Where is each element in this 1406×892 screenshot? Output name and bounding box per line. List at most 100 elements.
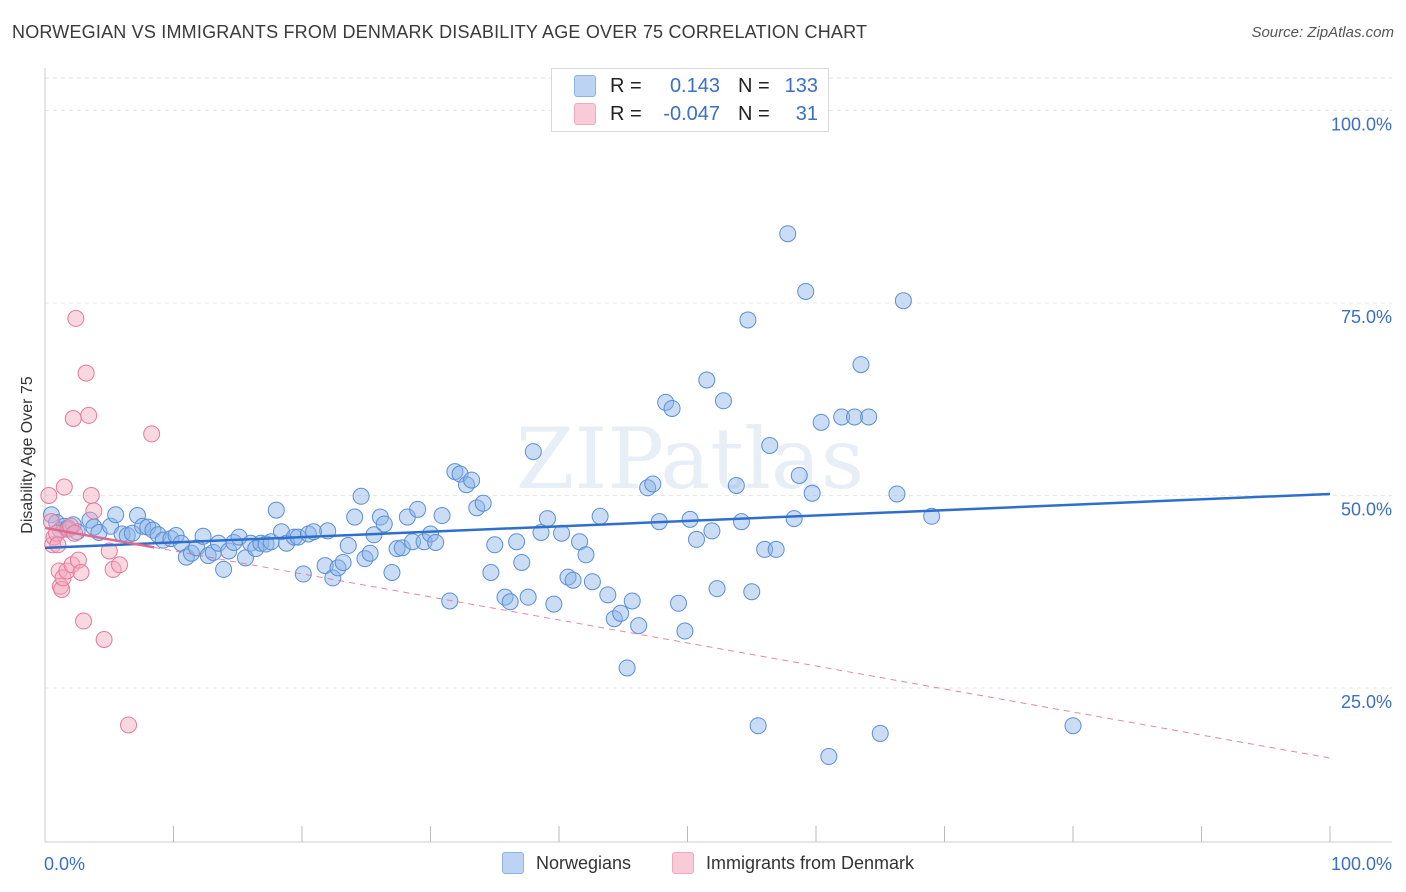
point-denmark (40, 487, 58, 504)
point-norwegians (727, 476, 745, 494)
point-denmark (85, 502, 103, 520)
point-denmark (67, 309, 85, 327)
point-norwegians (247, 540, 265, 558)
point-norwegians (427, 533, 445, 551)
y-tick-label: 75.0% (1341, 307, 1392, 327)
point-norwegians (860, 408, 878, 426)
point-norwegians (519, 588, 537, 606)
y-tick-label: 25.0% (1341, 692, 1392, 712)
chart-source: Source: ZipAtlas.com (1251, 24, 1394, 41)
point-norwegians (501, 593, 519, 611)
point-norwegians (486, 536, 504, 554)
point-norwegians (134, 517, 152, 535)
point-norwegians (618, 659, 636, 677)
point-norwegians (756, 540, 774, 558)
trend-line-norwegians (44, 492, 1331, 550)
point-norwegians (644, 475, 662, 493)
point-denmark (143, 425, 161, 443)
point-norwegians (433, 507, 451, 525)
series-swatch-norwegians (502, 852, 524, 874)
point-denmark (55, 478, 73, 496)
y-tick-label: 50.0% (1341, 500, 1392, 520)
point-norwegians (457, 476, 475, 494)
legend-row-denmark: R = -0.047 N = 31 (574, 101, 818, 127)
point-norwegians (779, 225, 797, 243)
point-norwegians (375, 515, 393, 533)
point-norwegians (833, 408, 851, 426)
series-label-norwegians: Norwegians (536, 852, 632, 873)
chart-title: NORWEGIAN VS IMMIGRANTS FROM DENMARK DIS… (12, 22, 868, 42)
point-norwegians (749, 717, 767, 735)
tick-label-layer: 100.0% 75.0% 50.0% 25.0% 0.0% 100.0% (44, 115, 1392, 875)
point-denmark (111, 556, 129, 574)
point-norwegians (591, 507, 609, 525)
point-norwegians (583, 573, 601, 591)
point-denmark (75, 612, 93, 630)
point-norwegians (513, 553, 531, 571)
point-norwegians (215, 560, 233, 578)
point-norwegians (888, 485, 906, 503)
point-norwegians (538, 510, 556, 528)
point-norwegians (316, 557, 334, 575)
point-norwegians (334, 553, 352, 571)
point-norwegians (545, 595, 563, 613)
point-norwegians (352, 487, 370, 505)
point-norwegians (797, 282, 815, 300)
point-norwegians (923, 507, 941, 525)
legend-row-norwegians: R = 0.143 N = 133 (574, 73, 818, 99)
point-norwegians (463, 471, 481, 489)
trend-layer (44, 492, 1331, 759)
legend-swatch-denmark (574, 103, 596, 125)
point-norwegians (708, 580, 726, 598)
legend-swatch-norwegians (574, 75, 596, 97)
y-tick-label: 100.0% (1331, 115, 1392, 135)
point-norwegians (356, 550, 374, 568)
legend-r-value: 0.143 (669, 74, 720, 97)
point-norwegians (361, 544, 379, 562)
point-norwegians (474, 494, 492, 512)
watermark: ZIPatlas (516, 410, 864, 508)
point-denmark (77, 364, 95, 382)
legend-n-label: N = (738, 74, 770, 97)
point-norwegians (409, 500, 427, 518)
point-denmark (72, 564, 90, 581)
point-denmark (80, 406, 98, 424)
point-norwegians (785, 510, 803, 528)
legend-n-value: 133 (784, 74, 818, 97)
point-norwegians (564, 571, 582, 589)
point-norwegians (630, 617, 648, 635)
point-norwegians (496, 588, 514, 606)
point-norwegians (182, 544, 200, 562)
point-norwegians (339, 537, 357, 555)
point-norwegians (404, 533, 422, 551)
point-norwegians (767, 540, 785, 558)
point-norwegians (790, 466, 808, 484)
point-norwegians (698, 371, 716, 389)
trend-line-denmark-solid (44, 526, 155, 549)
point-norwegians (623, 592, 641, 610)
axes-layer (44, 68, 1392, 843)
point-norwegians (220, 542, 238, 560)
point-norwegians (676, 622, 694, 640)
point-norwegians (383, 564, 401, 581)
legend-r-label: R = (610, 102, 642, 125)
point-norwegians (524, 443, 542, 461)
point-norwegians (739, 311, 757, 329)
point-norwegians (346, 508, 364, 526)
point-norwegians (820, 748, 838, 766)
point-denmark (120, 716, 138, 734)
point-norwegians (670, 594, 688, 612)
point-norwegians (761, 436, 779, 454)
point-norwegians (144, 521, 162, 539)
series-legend-norwegians[interactable]: Norwegians (502, 852, 631, 874)
point-norwegians (657, 393, 675, 411)
x-tick-label-max: 100.0% (1331, 854, 1392, 874)
point-norwegians (559, 568, 577, 586)
legend-r-value: -0.047 (663, 102, 720, 125)
point-norwegians (599, 586, 617, 604)
point-norwegians (393, 539, 411, 557)
point-denmark (100, 542, 118, 560)
point-norwegians (687, 530, 705, 548)
series-legend-denmark[interactable]: Immigrants from Denmark (672, 852, 914, 874)
point-norwegians (123, 524, 141, 542)
